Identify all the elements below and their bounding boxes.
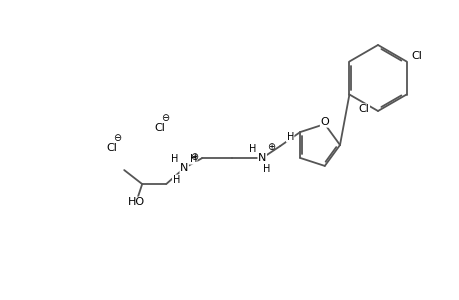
- Text: Cl: Cl: [410, 50, 421, 61]
- Text: H: H: [286, 132, 293, 142]
- Text: Cl: Cl: [358, 104, 369, 114]
- Text: N: N: [257, 153, 266, 163]
- Text: HO: HO: [127, 197, 145, 207]
- Text: ⊖: ⊖: [113, 133, 121, 143]
- Text: H: H: [189, 154, 196, 164]
- Text: ⊕: ⊕: [190, 152, 198, 162]
- Text: Cl: Cl: [106, 143, 117, 153]
- Text: ⊖: ⊖: [161, 113, 169, 123]
- Text: N: N: [179, 163, 188, 173]
- Text: H: H: [262, 164, 269, 174]
- Text: ⊕: ⊕: [267, 142, 274, 152]
- Text: H: H: [248, 144, 255, 154]
- Text: H: H: [170, 154, 178, 164]
- Text: O: O: [320, 117, 329, 127]
- Text: H: H: [172, 175, 179, 185]
- Text: Cl: Cl: [154, 123, 165, 133]
